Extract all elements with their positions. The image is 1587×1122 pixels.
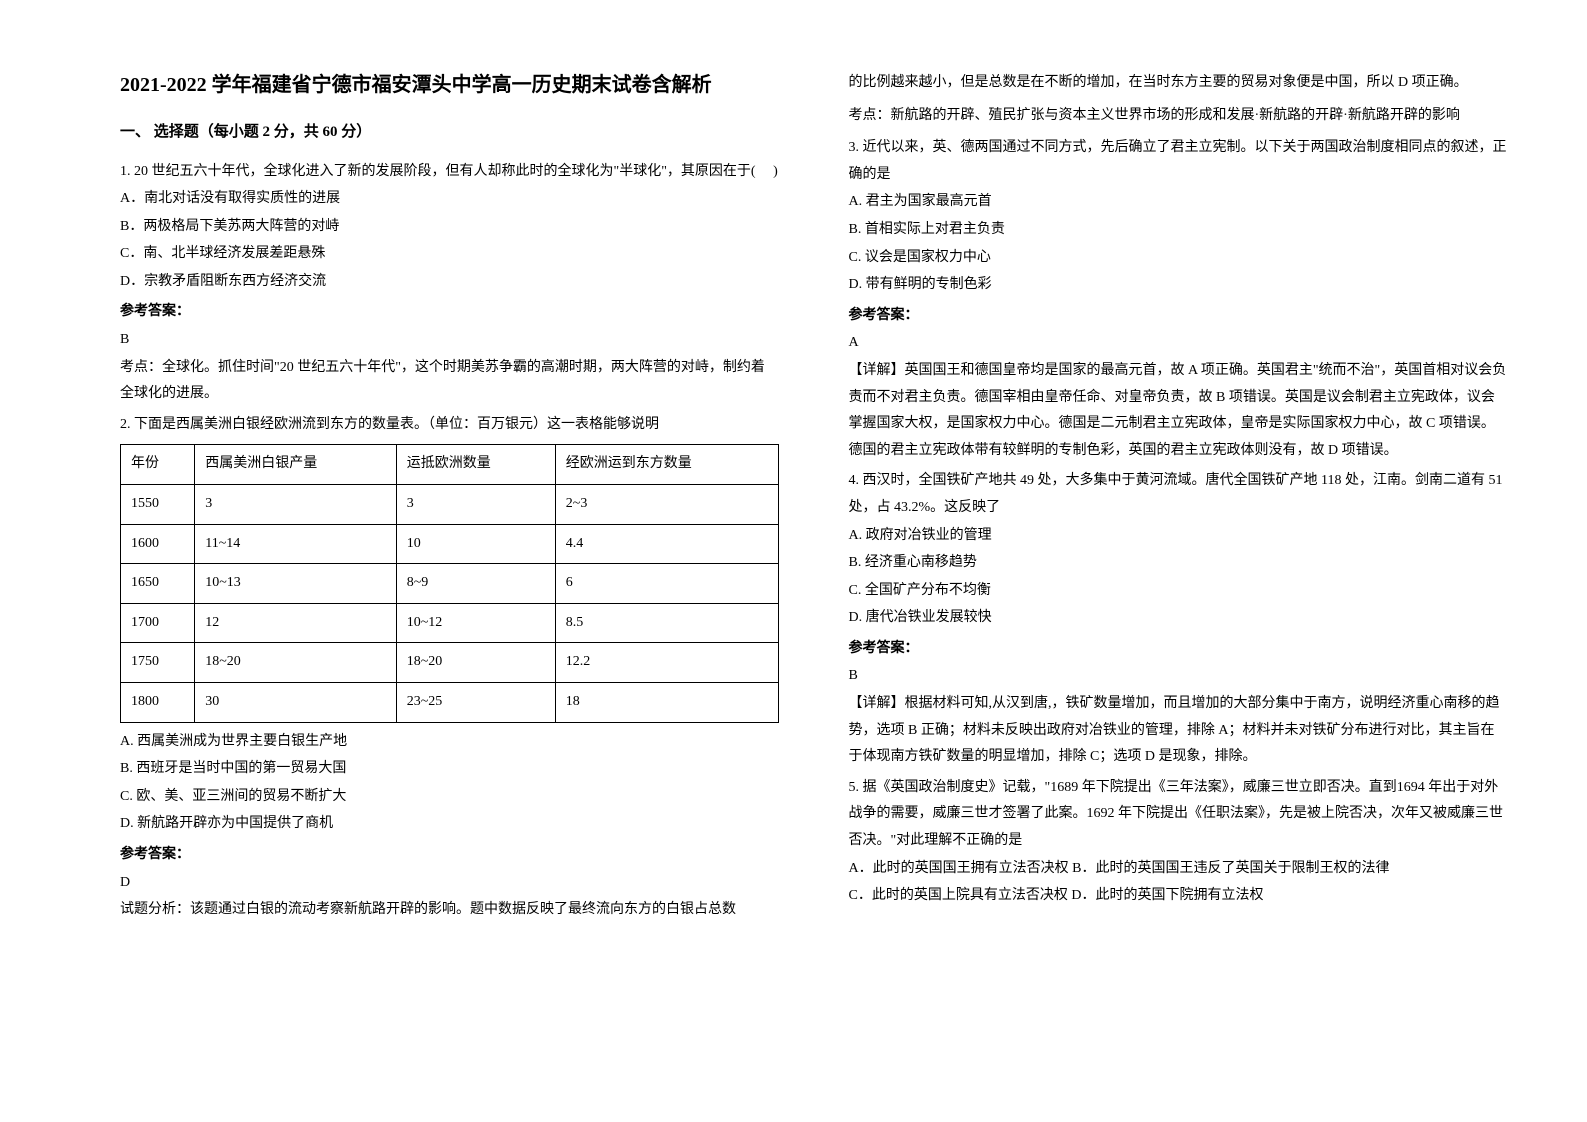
q2-table: 年份 西属美洲白银产量 运抵欧洲数量 经欧洲运到东方数量 1550332~3 1… xyxy=(120,444,779,722)
table-body: 1550332~3 160011~14104.4 165010~138~96 1… xyxy=(121,485,779,723)
q3-stem: 3. 近代以来，英、德两国通过不同方式，先后确立了君主立宪制。以下关于两国政治制… xyxy=(849,135,1508,188)
q1-option-a: A．南北对话没有取得实质性的进展 xyxy=(120,186,779,213)
table-row: 1550332~3 xyxy=(121,485,779,525)
table-row: 18003023~2518 xyxy=(121,683,779,723)
q4-option-d: D. 唐代冶铁业发展较快 xyxy=(849,605,1508,632)
q2-option-d: D. 新航路开辟亦为中国提供了商机 xyxy=(120,811,779,838)
table-row: 175018~2018~2012.2 xyxy=(121,643,779,683)
table-header-row: 年份 西属美洲白银产量 运抵欧洲数量 经欧洲运到东方数量 xyxy=(121,445,779,485)
q4-answer: B xyxy=(849,663,1508,690)
q2-answer-label: 参考答案： xyxy=(120,842,779,869)
question-1: 1. 20 世纪五六十年代，全球化进入了新的发展阶段，但有人却称此时的全球化为"… xyxy=(120,159,779,408)
q1-stem: 1. 20 世纪五六十年代，全球化进入了新的发展阶段，但有人却称此时的全球化为"… xyxy=(120,159,779,186)
q1-option-d: D．宗教矛盾阻断东西方经济交流 xyxy=(120,269,779,296)
table-row: 160011~14104.4 xyxy=(121,524,779,564)
q2-option-a: A. 西属美洲成为世界主要白银生产地 xyxy=(120,729,779,756)
q2-answer: D xyxy=(120,870,779,897)
table-row: 165010~138~96 xyxy=(121,564,779,604)
q2-stem: 2. 下面是西属美洲白银经欧洲流到东方的数量表。（单位：百万银元）这一表格能够说… xyxy=(120,412,779,439)
question-4: 4. 西汉时，全国铁矿产地共 49 处，大多集中于黄河流域。唐代全国铁矿产地 1… xyxy=(849,468,1508,771)
q5-options-row1: A．此时的英国国王拥有立法否决权 B．此时的英国国王违反了英国关于限制王权的法律 xyxy=(849,856,1508,883)
q1-option-c: C．南、北半球经济发展差距悬殊 xyxy=(120,241,779,268)
q3-answer-label: 参考答案： xyxy=(849,303,1508,330)
th-east: 经欧洲运到东方数量 xyxy=(555,445,778,485)
q1-answer: B xyxy=(120,327,779,354)
q3-option-d: D. 带有鲜明的专制色彩 xyxy=(849,272,1508,299)
q5-options-row2: C．此时的英国上院具有立法否决权 D．此时的英国下院拥有立法权 xyxy=(849,883,1508,910)
q4-answer-label: 参考答案： xyxy=(849,636,1508,663)
th-year: 年份 xyxy=(121,445,195,485)
q3-option-b: B. 首相实际上对君主负责 xyxy=(849,217,1508,244)
th-europe: 运抵欧洲数量 xyxy=(396,445,555,485)
q2-option-c: C. 欧、美、亚三洲间的贸易不断扩大 xyxy=(120,784,779,811)
q4-option-b: B. 经济重心南移趋势 xyxy=(849,550,1508,577)
q4-option-c: C. 全国矿产分布不均衡 xyxy=(849,578,1508,605)
q1-explanation: 考点：全球化。抓住时间"20 世纪五六十年代"，这个时期美苏争霸的高潮时期，两大… xyxy=(120,355,779,408)
q4-explanation: 【详解】根据材料可知,从汉到唐,，铁矿数量增加，而且增加的大部分集中于南方，说明… xyxy=(849,691,1508,771)
q2-option-b: B. 西班牙是当时中国的第一贸易大国 xyxy=(120,756,779,783)
table-row: 17001210~128.5 xyxy=(121,603,779,643)
left-column: 2021-2022 学年福建省宁德市福安潭头中学高一历史期末试卷含解析 一、 选… xyxy=(100,70,814,1082)
q2-explanation-2: 的比例越来越小，但是总数是在不断的增加，在当时东方主要的贸易对象便是中国，所以 … xyxy=(849,70,1508,97)
q2-explanation-1: 试题分析：该题通过白银的流动考察新航路开辟的影响。题中数据反映了最终流向东方的白… xyxy=(120,897,779,924)
q1-option-b: B．两极格局下美苏两大阵营的对峙 xyxy=(120,214,779,241)
q3-explanation: 【详解】英国国王和德国皇帝均是国家的最高元首，故 A 项正确。英国君主"统而不治… xyxy=(849,358,1508,464)
q3-option-c: C. 议会是国家权力中心 xyxy=(849,245,1508,272)
question-5: 5. 据《英国政治制度史》记载，"1689 年下院提出《三年法案》，威廉三世立即… xyxy=(849,775,1508,910)
exam-title: 2021-2022 学年福建省宁德市福安潭头中学高一历史期末试卷含解析 xyxy=(120,70,779,100)
q3-answer: A xyxy=(849,330,1508,357)
th-production: 西属美洲白银产量 xyxy=(195,445,396,485)
q5-stem: 5. 据《英国政治制度史》记载，"1689 年下院提出《三年法案》，威廉三世立即… xyxy=(849,775,1508,855)
section-heading: 一、 选择题（每小题 2 分，共 60 分） xyxy=(120,118,779,147)
q4-stem: 4. 西汉时，全国铁矿产地共 49 处，大多集中于黄河流域。唐代全国铁矿产地 1… xyxy=(849,468,1508,521)
q3-option-a: A. 君主为国家最高元首 xyxy=(849,189,1508,216)
q2-explanation-3: 考点：新航路的开辟、殖民扩张与资本主义世界市场的形成和发展·新航路的开辟·新航路… xyxy=(849,103,1508,130)
question-3: 3. 近代以来，英、德两国通过不同方式，先后确立了君主立宪制。以下关于两国政治制… xyxy=(849,135,1508,464)
question-2: 2. 下面是西属美洲白银经欧洲流到东方的数量表。（单位：百万银元）这一表格能够说… xyxy=(120,412,779,924)
q1-answer-label: 参考答案： xyxy=(120,299,779,326)
q4-option-a: A. 政府对冶铁业的管理 xyxy=(849,523,1508,550)
right-column: 的比例越来越小，但是总数是在不断的增加，在当时东方主要的贸易对象便是中国，所以 … xyxy=(814,70,1528,1082)
